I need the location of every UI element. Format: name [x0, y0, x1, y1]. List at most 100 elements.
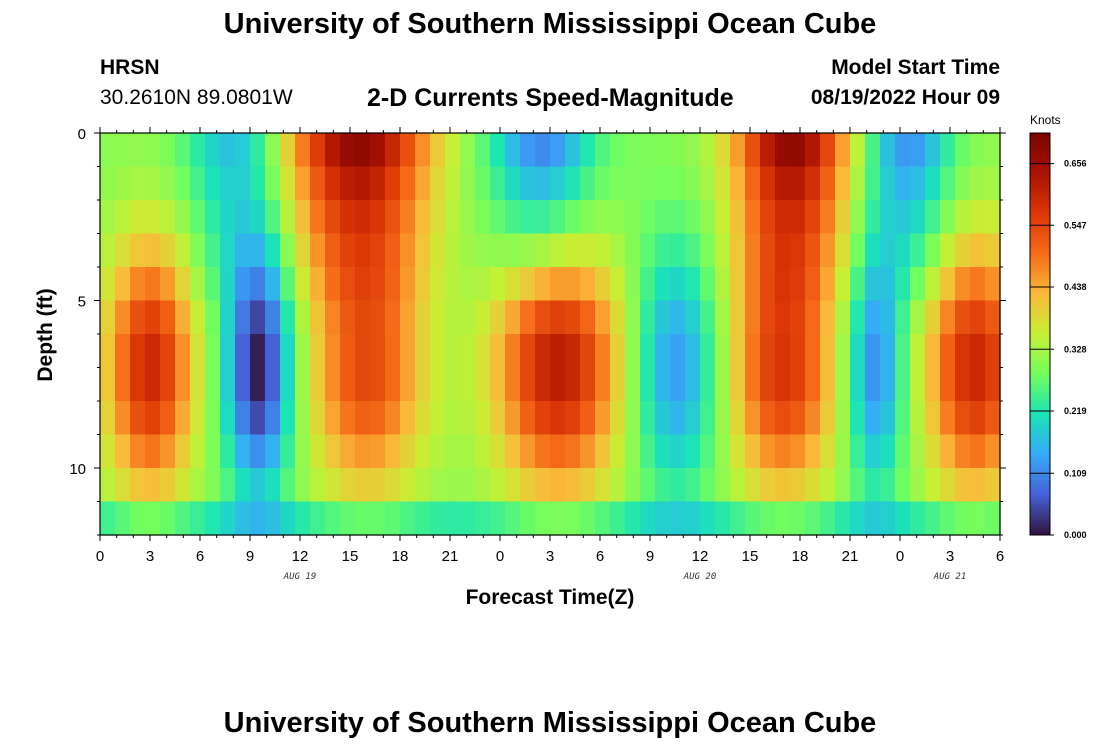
- day-label: AUG 20: [683, 572, 717, 582]
- heatmap-cell: [595, 300, 611, 335]
- heatmap-cell: [880, 166, 896, 201]
- heatmap-cell: [730, 367, 746, 402]
- heatmap-cell: [235, 468, 251, 503]
- heatmap-cell: [610, 200, 626, 235]
- heatmap-cell: [370, 367, 386, 402]
- heatmap-cell: [295, 233, 311, 268]
- heatmap-cell: [175, 200, 191, 235]
- heatmap-cell: [985, 233, 1001, 268]
- heatmap-cell: [370, 434, 386, 469]
- station-name: HRSN: [100, 56, 160, 79]
- heatmap-cell: [775, 166, 791, 201]
- y-tick-label: 0: [78, 126, 86, 143]
- heatmap-cell: [880, 401, 896, 436]
- heatmap-cell: [670, 367, 686, 402]
- heatmap-cell: [820, 133, 836, 168]
- heatmap-cell: [895, 133, 911, 168]
- heatmap-cell: [670, 233, 686, 268]
- heatmap-cell: [745, 200, 761, 235]
- heatmap-cell: [370, 267, 386, 302]
- heatmap-cell: [850, 233, 866, 268]
- heatmap-cell: [670, 267, 686, 302]
- heatmap-cell: [580, 334, 596, 369]
- heatmap-cell: [565, 200, 581, 235]
- heatmap-cell: [835, 468, 851, 503]
- heatmap-cell: [370, 300, 386, 335]
- heatmap-cell: [955, 200, 971, 235]
- heatmap-cell: [925, 334, 941, 369]
- heatmap-cell: [310, 434, 326, 469]
- heatmap-cell: [265, 200, 281, 235]
- heatmap-cell: [580, 434, 596, 469]
- heatmap-cell: [220, 166, 236, 201]
- heatmap-cell: [685, 300, 701, 335]
- heatmap-cell: [850, 501, 866, 536]
- heatmap-cell: [250, 200, 266, 235]
- heatmap-cell: [325, 501, 341, 536]
- heatmap-cell: [595, 334, 611, 369]
- heatmap-cell: [700, 334, 716, 369]
- heatmap-cell: [925, 267, 941, 302]
- heatmap-cell: [985, 300, 1001, 335]
- heatmap-cell: [430, 468, 446, 503]
- heatmap-cell: [565, 401, 581, 436]
- heatmap-cell: [580, 401, 596, 436]
- heatmap-cell: [760, 367, 776, 402]
- heatmap-cell: [775, 367, 791, 402]
- chart-title: University of Southern Mississippi Ocean…: [223, 8, 877, 40]
- heatmap-cell: [625, 133, 641, 168]
- heatmap-cell: [505, 434, 521, 469]
- heatmap-cell: [970, 367, 986, 402]
- x-tick-label: 3: [546, 548, 554, 565]
- heatmap-cell: [175, 401, 191, 436]
- heatmap-cell: [865, 300, 881, 335]
- heatmap-cell: [535, 300, 551, 335]
- heatmap-cell: [265, 434, 281, 469]
- heatmap-cell: [895, 501, 911, 536]
- y-tick-label: 5: [78, 294, 86, 311]
- heatmap-cell: [415, 367, 431, 402]
- heatmap-cell: [730, 233, 746, 268]
- heatmap-cell: [190, 401, 206, 436]
- heatmap-cell: [820, 367, 836, 402]
- heatmap-cell: [205, 367, 221, 402]
- heatmap-cell: [430, 401, 446, 436]
- heatmap-cell: [865, 334, 881, 369]
- heatmap-cell: [745, 367, 761, 402]
- heatmap-cell: [130, 300, 146, 335]
- heatmap-cell: [175, 300, 191, 335]
- heatmap-cell: [895, 200, 911, 235]
- heatmap-cell: [280, 166, 296, 201]
- heatmap-cell: [385, 267, 401, 302]
- heatmap-cell: [190, 501, 206, 536]
- heatmap-cell: [160, 367, 176, 402]
- heatmap-cell: [715, 334, 731, 369]
- heatmap-cell: [640, 468, 656, 503]
- heatmap-cell: [115, 501, 131, 536]
- heatmap-cell: [985, 468, 1001, 503]
- x-tick-label: 0: [896, 548, 904, 565]
- heatmap-cell: [265, 334, 281, 369]
- heatmap-cell: [205, 401, 221, 436]
- heatmap-cell: [490, 401, 506, 436]
- heatmap-cell: [940, 233, 956, 268]
- heatmap-cell: [655, 501, 671, 536]
- heatmap-cell: [670, 200, 686, 235]
- heatmap-cell: [805, 434, 821, 469]
- heatmap-cell: [340, 300, 356, 335]
- heatmap-cell: [145, 434, 161, 469]
- heatmap-cell: [805, 200, 821, 235]
- heatmap-cell: [535, 434, 551, 469]
- heatmap-cell: [175, 468, 191, 503]
- heatmap-cell: [685, 334, 701, 369]
- heatmap-cell: [310, 166, 326, 201]
- heatmap-cell: [550, 434, 566, 469]
- model-start-label: Model Start Time: [831, 56, 1000, 79]
- heatmap-cell: [385, 166, 401, 201]
- heatmap-cell: [400, 233, 416, 268]
- heatmap-cell: [745, 501, 761, 536]
- heatmap-cell: [745, 401, 761, 436]
- heatmap-cell: [880, 267, 896, 302]
- heatmap-cell: [775, 200, 791, 235]
- heatmap-cell: [685, 401, 701, 436]
